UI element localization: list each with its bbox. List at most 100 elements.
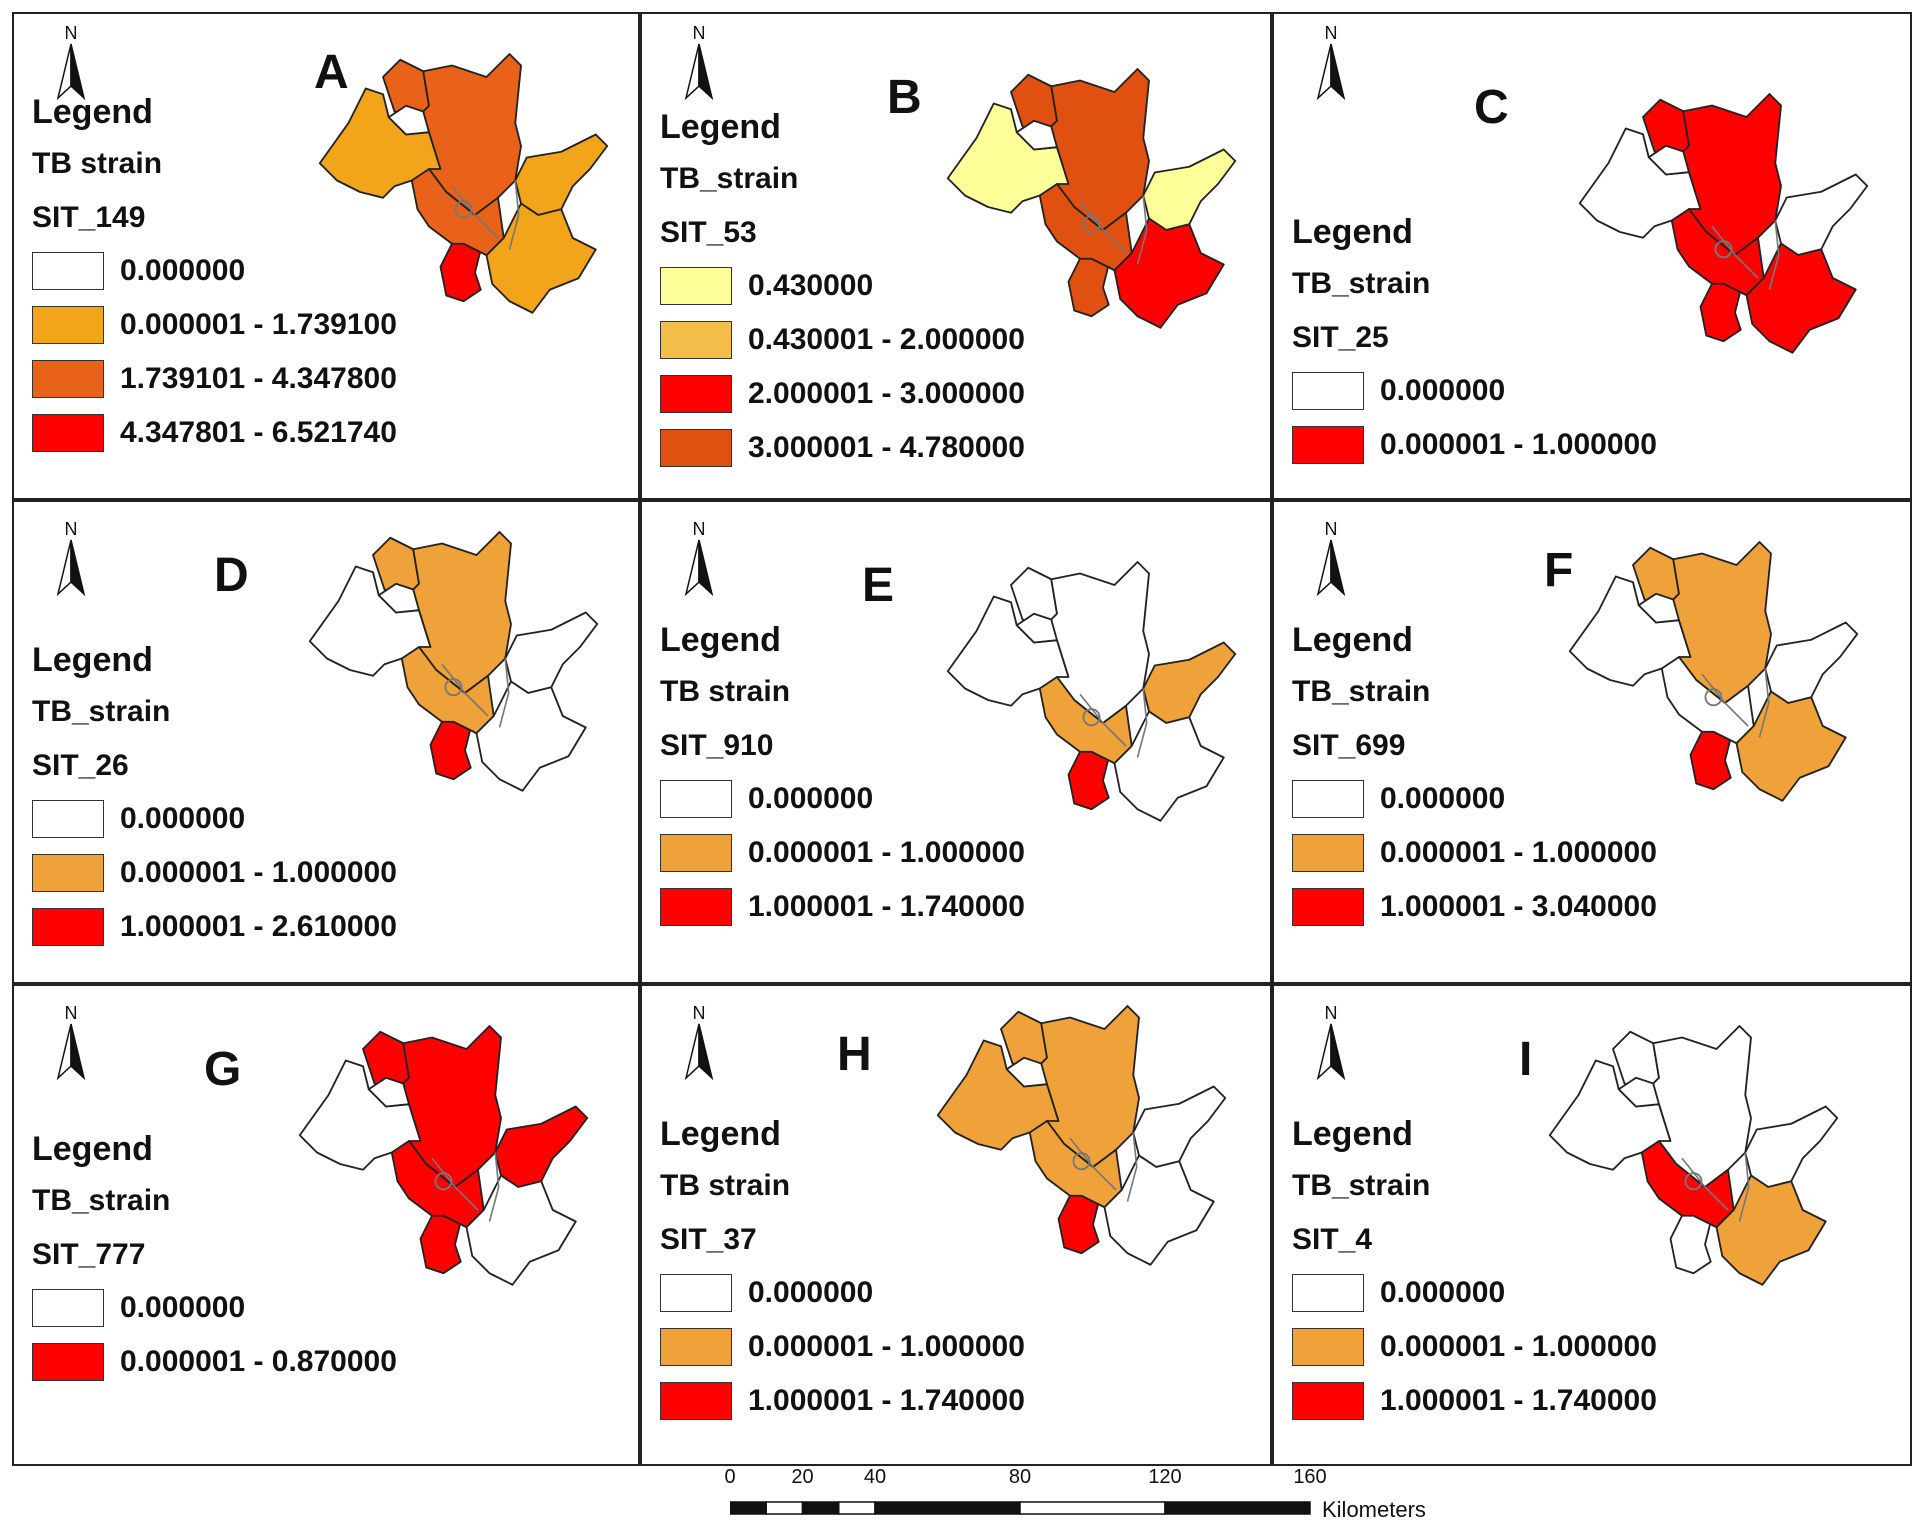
legend-title: Legend	[660, 1115, 781, 1153]
map-panel-f: N F Legend TB_strain SIT_699 0.000000 0.000001…	[1272, 500, 1912, 984]
legend-entry-label: 3.000001 - 4.780000	[748, 431, 1025, 464]
scale-segment	[838, 1501, 876, 1515]
legend-field-name: TB_strain	[1292, 267, 1431, 300]
city-outline	[444, 678, 463, 697]
panel-letter: B	[887, 71, 922, 124]
map-panel-a: N A Legend TB strain SIT_149 0.000000 0.000001…	[12, 12, 640, 500]
scale-tick-label: 20	[791, 1466, 814, 1488]
legend-swatch	[660, 780, 732, 818]
legend-entry-label: 0.000000	[120, 254, 246, 287]
legend-swatch	[1292, 1382, 1364, 1420]
legend-title: Legend	[32, 641, 153, 679]
north-label: N	[692, 519, 706, 539]
legend-field-name: TB_strain	[32, 695, 171, 728]
district-map	[946, 68, 1237, 329]
district-boundary-line	[1079, 693, 1127, 747]
district-region-8	[465, 1174, 577, 1286]
legend-entry-label: 1.000001 - 3.040000	[1380, 890, 1657, 923]
scale-tick-label: 0	[724, 1466, 736, 1488]
city-outline	[434, 1172, 453, 1191]
district-boundary-line	[498, 658, 510, 728]
north-label: N	[1324, 1003, 1338, 1023]
north-arrow: N	[1314, 1004, 1348, 1087]
north-arrow-icon	[56, 539, 86, 597]
north-label: N	[64, 519, 78, 539]
district-region-4	[387, 104, 430, 136]
district-boundary-line	[1136, 688, 1148, 758]
legend-swatch	[32, 306, 104, 344]
district-region-8	[475, 680, 587, 792]
legend-swatch	[660, 1382, 732, 1420]
district-boundary-line	[441, 663, 489, 717]
city-outline	[1072, 1152, 1091, 1171]
legend-entry-label: 0.000000	[748, 1276, 874, 1309]
legend-strain-name: SIT_25	[1292, 321, 1389, 354]
north-label: N	[1324, 23, 1338, 43]
legend-title: Legend	[1292, 1115, 1413, 1153]
legend-swatch	[1292, 834, 1364, 872]
north-arrow-icon	[684, 1023, 714, 1081]
scale-segment	[1019, 1501, 1166, 1515]
legend-swatch	[660, 834, 732, 872]
legend-title: Legend	[660, 108, 781, 146]
legend-swatch	[32, 1343, 104, 1381]
legend-entry-label: 2.000001 - 3.000000	[748, 377, 1025, 410]
district-region-8	[1735, 690, 1847, 802]
district-boundary-line	[1768, 220, 1780, 290]
scale-bar-graphic	[730, 1501, 1311, 1515]
north-label: N	[692, 1003, 706, 1023]
legend-field-name: TB strain	[660, 1169, 791, 1202]
district-map	[936, 1005, 1227, 1266]
district-boundary-line	[1738, 1152, 1750, 1222]
city-outline	[1684, 1172, 1703, 1191]
north-label: N	[1324, 519, 1338, 539]
legend-title: Legend	[32, 93, 153, 131]
legend-entry-label: 1.000001 - 2.610000	[120, 910, 397, 943]
legend-strain-name: SIT_53	[660, 216, 757, 249]
district-region-8	[1113, 217, 1225, 329]
city-outline	[1082, 215, 1101, 234]
district-region-5	[494, 1105, 589, 1188]
legend-entry-label: 0.000000	[120, 1291, 246, 1324]
scale-tick-label: 80	[1008, 1466, 1032, 1488]
district-region-5	[1132, 1085, 1227, 1168]
legend-swatch	[32, 252, 104, 290]
north-arrow: N	[1314, 24, 1348, 107]
district-map	[318, 53, 609, 314]
north-arrow: N	[682, 1004, 716, 1087]
district-boundary-line	[1711, 225, 1759, 279]
north-arrow-icon	[56, 1023, 86, 1081]
district-map	[1548, 1025, 1839, 1286]
legend-strain-name: SIT_26	[32, 749, 129, 782]
legend-swatch	[660, 1274, 732, 1312]
legend-swatch	[32, 414, 104, 452]
district-region-5	[1774, 173, 1869, 256]
scale-segment	[765, 1501, 804, 1515]
legend-swatch	[1292, 1328, 1364, 1366]
scale-bar: 0 20 40 80 120 160 Kilometers	[724, 1466, 1460, 1526]
legend-strain-name: SIT_910	[660, 729, 774, 762]
legend-entry-label: 0.000000	[748, 782, 874, 815]
district-region-8	[1113, 710, 1225, 822]
district-region-5	[504, 611, 599, 694]
legend-title: Legend	[1292, 213, 1413, 251]
panel-letter: G	[204, 1043, 242, 1096]
scale-segment	[1164, 1501, 1311, 1515]
scale-tick-label: 40	[863, 1466, 887, 1488]
district-map	[298, 1025, 589, 1286]
legend-swatch	[32, 1289, 104, 1327]
panel-letter: D	[214, 549, 249, 602]
scale-tick-label: 120	[1148, 1466, 1182, 1488]
legend-field-name: TB_strain	[1292, 675, 1431, 708]
legend-title: Legend	[660, 621, 781, 659]
legend-entry-label: 0.000000	[1380, 1276, 1506, 1309]
panel-letter: H	[837, 1028, 872, 1081]
legend-strain-name: SIT_4	[1292, 1223, 1373, 1256]
legend-swatch	[32, 854, 104, 892]
legend-entry-label: 0.000000	[1380, 782, 1506, 815]
legend-swatch	[660, 1328, 732, 1366]
district-region-5	[514, 133, 609, 216]
district-boundary-line	[508, 180, 520, 250]
district-region-4	[1015, 612, 1058, 644]
legend-swatch	[1292, 1274, 1364, 1312]
